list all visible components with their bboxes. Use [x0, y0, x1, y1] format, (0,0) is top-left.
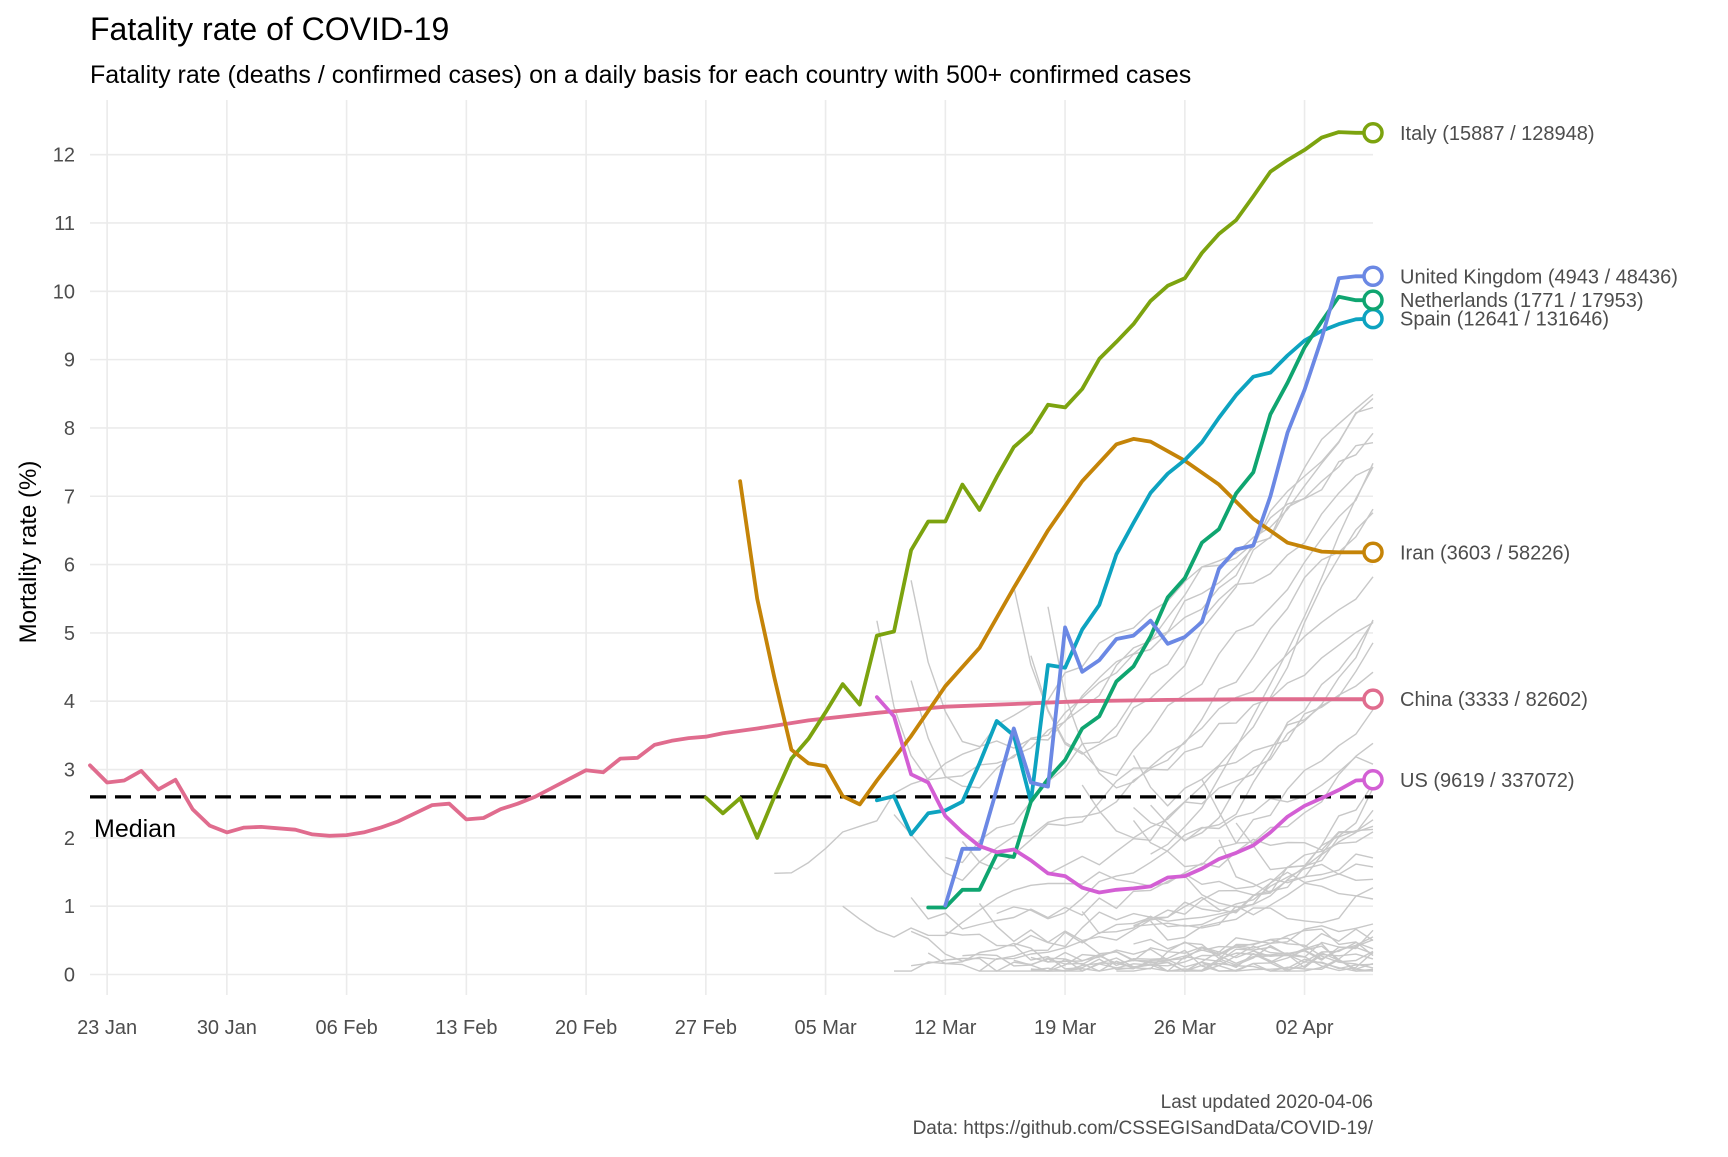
other-country-line	[1201, 742, 1374, 844]
y-tick-label: 2	[64, 828, 75, 850]
other-country-line	[910, 853, 1374, 930]
series-label-spain: Spain (12641 / 131646)	[1400, 309, 1609, 331]
x-tick-label: 12 Mar	[914, 1017, 977, 1039]
other-country-line	[842, 819, 1374, 938]
grid-layer	[90, 100, 1373, 995]
y-tick-label: 5	[64, 623, 75, 645]
x-tick-label: 02 Apr	[1276, 1017, 1334, 1039]
x-tick-label: 26 Mar	[1154, 1017, 1217, 1039]
series-line-iran	[738, 436, 1375, 807]
other-country-line	[894, 939, 1374, 972]
other-country-line	[1150, 887, 1374, 941]
series-endpoint-netherlands	[1362, 289, 1384, 311]
median-layer: Median	[90, 795, 1373, 843]
series-label-united-kingdom: United Kingdom (4943 / 48436)	[1400, 266, 1678, 288]
series-label-iran: Iran (3603 / 58226)	[1400, 542, 1570, 564]
y-tick-label: 0	[64, 965, 75, 987]
series-endpoint-china	[1362, 688, 1384, 710]
other-country-line	[1184, 941, 1374, 972]
series-line-us	[875, 695, 1375, 895]
series-endpoint-us	[1362, 769, 1384, 791]
other-country-line	[945, 831, 1374, 948]
x-tick-label: 30 Jan	[197, 1017, 257, 1039]
y-tick-label: 8	[64, 418, 75, 440]
series-label-italy: Italy (15887 / 128948)	[1400, 123, 1595, 145]
median-label: Median	[94, 815, 176, 843]
series-label-us: US (9619 / 337072)	[1400, 770, 1575, 792]
x-tick-label: 19 Mar	[1034, 1017, 1097, 1039]
y-tick-label: 4	[64, 691, 75, 713]
series-layer	[88, 130, 1375, 910]
y-axis-title: Mortality rate (%)	[15, 461, 42, 644]
other-country-line	[1133, 619, 1374, 842]
y-tick-label: 11	[54, 213, 75, 235]
x-tick-label: 13 Feb	[435, 1017, 497, 1039]
other-country-line	[1013, 393, 1374, 755]
other-country-line	[1201, 958, 1374, 972]
other-country-line	[927, 928, 1374, 965]
other-country-line	[1132, 512, 1374, 807]
other-country-line	[910, 397, 1374, 789]
other-country-line	[996, 756, 1374, 920]
caption-data-source: Data: https://github.com/CSSEGISandData/…	[913, 1118, 1374, 1139]
y-tick-label: 6	[64, 555, 75, 577]
other-country-line	[1132, 709, 1374, 868]
x-axis-ticks: 23 Jan 30 Jan 06 Feb 13 Feb 20 Feb 27 Feb 05 M…	[77, 1017, 1334, 1039]
x-tick-label: 05 Mar	[794, 1017, 857, 1039]
caption-last-updated: Last updated 2020-04-06	[1161, 1092, 1373, 1113]
other-countries-lines	[774, 393, 1374, 972]
other-country-line	[876, 432, 1374, 781]
y-tick-label: 3	[64, 760, 75, 782]
series-endpoint-iran	[1362, 541, 1384, 564]
other-country-line	[978, 863, 1374, 943]
x-tick-label: 27 Feb	[675, 1017, 737, 1039]
other-country-line	[1030, 463, 1374, 777]
series-endpoint-united-kingdom	[1362, 265, 1384, 288]
endpoint-layer	[1362, 122, 1384, 791]
other-country-line	[961, 576, 1374, 870]
series-line-china	[88, 697, 1375, 838]
chart-subtitle: Fatality rate (deaths / confirmed cases)…	[90, 61, 1191, 89]
y-tick-label: 9	[64, 350, 75, 372]
y-tick-label: 10	[53, 281, 75, 303]
other-country-line	[1218, 809, 1374, 894]
series-line-italy	[703, 130, 1375, 840]
y-tick-label: 1	[64, 896, 75, 918]
other-country-line	[1030, 942, 1374, 972]
series-endpoint-spain	[1362, 307, 1384, 330]
other-country-line	[1133, 828, 1374, 928]
series-line-spain	[875, 316, 1375, 837]
series-label-china: China (3333 / 82602)	[1400, 689, 1588, 711]
other-country-line	[1030, 952, 1374, 972]
y-tick-label: 7	[64, 486, 75, 508]
x-tick-label: 20 Feb	[555, 1017, 617, 1039]
x-tick-label: 23 Jan	[77, 1017, 137, 1039]
series-line-united-kingdom	[943, 274, 1375, 908]
x-tick-label: 06 Feb	[315, 1017, 377, 1039]
other-country-line	[1150, 621, 1374, 842]
series-line-netherlands	[926, 294, 1375, 910]
other-country-line	[893, 621, 1374, 882]
other-country-line	[1030, 671, 1374, 875]
other-country-line	[1081, 871, 1374, 935]
other-country-line	[1081, 642, 1374, 839]
series-label-layer: China (3333 / 82602) Italy (15887 / 12894…	[1400, 123, 1678, 792]
other-country-line	[1184, 783, 1374, 908]
chart-title: Fatality rate of COVID-19	[90, 11, 449, 47]
other-country-line	[1235, 787, 1374, 871]
series-label-netherlands: Netherlands (1771 / 17953)	[1400, 290, 1644, 312]
other-country-line	[1047, 508, 1374, 789]
y-tick-label: 12	[53, 145, 75, 167]
series-endpoint-italy	[1362, 122, 1384, 144]
other-country-line	[1236, 936, 1374, 963]
